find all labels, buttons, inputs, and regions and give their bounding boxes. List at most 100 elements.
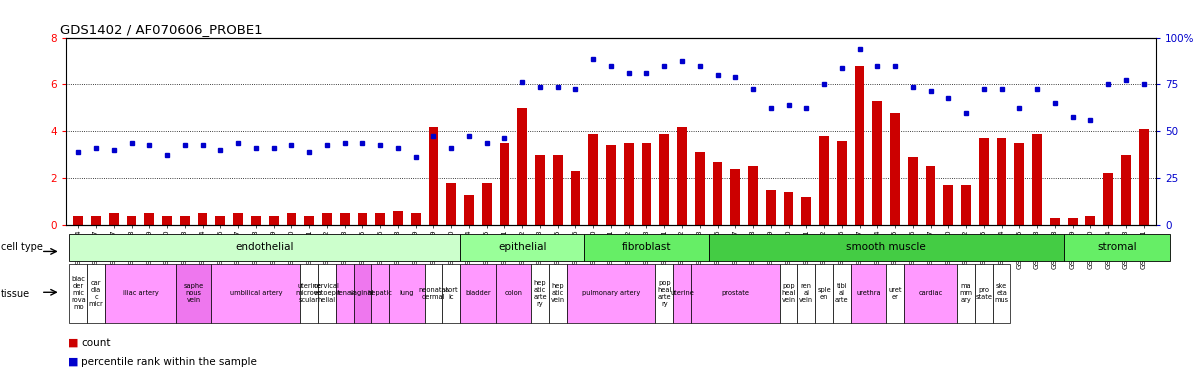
Bar — [585, 234, 709, 261]
Bar — [375, 213, 385, 225]
Bar — [783, 192, 793, 225]
Bar — [252, 216, 261, 225]
Bar — [1139, 129, 1149, 225]
Bar — [624, 143, 634, 225]
Bar — [234, 213, 243, 225]
Bar — [1103, 173, 1113, 225]
Text: ■: ■ — [68, 338, 79, 348]
Text: hep
atic
arte
ry: hep atic arte ry — [533, 280, 546, 307]
Bar — [482, 183, 491, 225]
Bar — [389, 264, 424, 322]
Text: car
dia
c
micr: car dia c micr — [89, 280, 103, 307]
Bar — [411, 213, 420, 225]
Bar — [801, 197, 811, 225]
Bar — [317, 264, 335, 322]
Bar — [606, 146, 616, 225]
Text: tibi
al
arte: tibi al arte — [835, 284, 848, 303]
Text: uret
er: uret er — [888, 287, 902, 300]
Bar — [713, 162, 722, 225]
Text: pulmonary artery: pulmonary artery — [582, 290, 640, 296]
Bar — [371, 264, 389, 322]
Bar — [1033, 134, 1042, 225]
Text: urethra: urethra — [857, 290, 881, 296]
Bar — [961, 185, 970, 225]
Bar — [979, 138, 988, 225]
Text: uterine
microva
scular: uterine microva scular — [296, 284, 322, 303]
Bar — [1085, 216, 1095, 225]
Bar — [549, 264, 567, 322]
Bar — [464, 195, 474, 225]
Bar — [353, 264, 371, 322]
Text: lung: lung — [400, 290, 415, 296]
Bar — [212, 264, 301, 322]
Bar — [552, 155, 563, 225]
Bar — [780, 264, 798, 322]
Bar — [87, 264, 105, 322]
Bar — [642, 143, 652, 225]
Text: iliac artery: iliac artery — [122, 290, 158, 296]
Bar — [460, 264, 496, 322]
Text: pop
heal
vein: pop heal vein — [781, 284, 795, 303]
Text: aort
ic: aort ic — [444, 287, 458, 300]
Bar — [957, 264, 975, 322]
Bar — [496, 264, 531, 322]
Text: vaginal: vaginal — [350, 290, 375, 296]
Text: hepatic: hepatic — [368, 290, 393, 296]
Text: pro
state: pro state — [975, 287, 992, 300]
Text: uterine: uterine — [670, 290, 694, 296]
Bar — [198, 213, 207, 225]
Bar — [180, 216, 189, 225]
Text: GDS1402 / AF070606_PROBE1: GDS1402 / AF070606_PROBE1 — [60, 23, 264, 36]
Text: blac
der
mic
rova
mo: blac der mic rova mo — [71, 276, 86, 310]
Bar — [442, 264, 460, 322]
Bar — [588, 134, 598, 225]
Bar — [335, 264, 353, 322]
Bar — [357, 213, 368, 225]
Text: ren
al
vein: ren al vein — [799, 284, 813, 303]
Bar — [460, 234, 585, 261]
Bar — [731, 169, 740, 225]
Bar — [695, 152, 704, 225]
Bar — [109, 213, 119, 225]
Text: umbilical artery: umbilical artery — [230, 290, 282, 296]
Text: endothelial: endothelial — [236, 243, 294, 252]
Bar — [748, 166, 758, 225]
Text: cervical
ectoepit
helial: cervical ectoepit helial — [313, 284, 340, 303]
Text: smooth muscle: smooth muscle — [846, 243, 926, 252]
Text: sple
en: sple en — [817, 287, 831, 300]
Text: colon: colon — [504, 290, 522, 296]
Bar — [570, 171, 580, 225]
Bar — [766, 190, 775, 225]
Bar — [908, 157, 918, 225]
Text: count: count — [81, 338, 111, 348]
Bar — [709, 234, 1064, 261]
Bar — [854, 66, 865, 225]
Bar — [105, 264, 176, 322]
Text: epithelial: epithelial — [498, 243, 546, 252]
Bar — [145, 213, 155, 225]
Text: ■: ■ — [68, 357, 79, 367]
Bar — [833, 264, 851, 322]
Bar — [536, 155, 545, 225]
Bar — [655, 264, 673, 322]
Bar — [926, 166, 936, 225]
Text: tissue: tissue — [1, 289, 30, 298]
Bar — [216, 216, 225, 225]
Text: renal: renal — [337, 290, 353, 296]
Bar — [447, 183, 456, 225]
Bar — [798, 264, 815, 322]
Bar — [268, 216, 278, 225]
Text: fibroblast: fibroblast — [622, 243, 671, 252]
Bar — [997, 138, 1006, 225]
Bar — [69, 264, 87, 322]
Bar — [837, 141, 847, 225]
Bar — [429, 127, 438, 225]
Bar — [73, 216, 83, 225]
Bar — [304, 216, 314, 225]
Text: saphe
nous
vein: saphe nous vein — [183, 284, 204, 303]
Bar — [872, 101, 882, 225]
Bar — [1064, 234, 1170, 261]
Bar — [887, 264, 904, 322]
Bar — [993, 264, 1010, 322]
Text: pop
heal
arte
ry: pop heal arte ry — [657, 280, 671, 307]
